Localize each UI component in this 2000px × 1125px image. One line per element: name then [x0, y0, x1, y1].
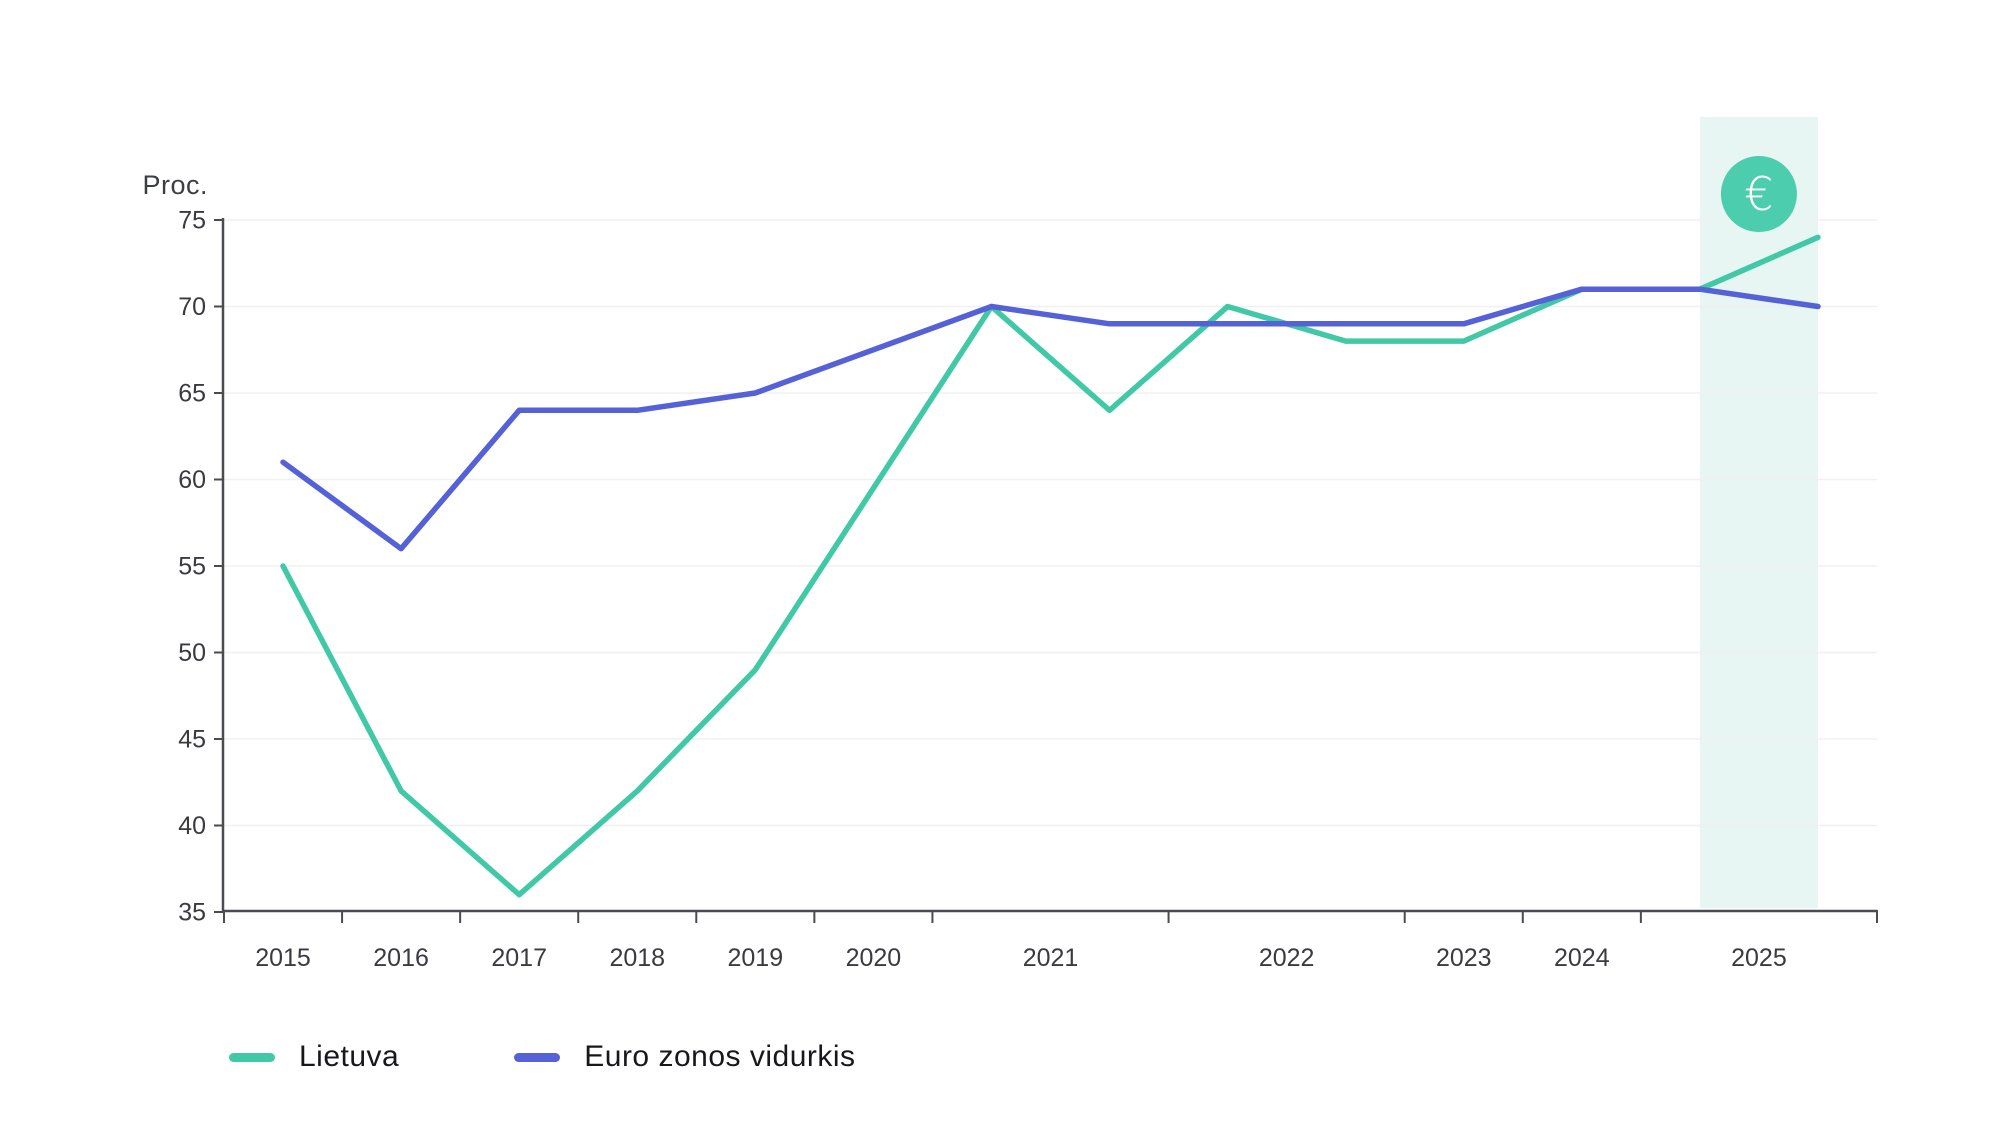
legend-swatch-euro-zone [514, 1052, 561, 1062]
x-tick-label-2019: 2019 [728, 944, 784, 972]
x-tick-label-2015: 2015 [255, 944, 311, 972]
y-tick-label-40: 40 [178, 812, 206, 840]
x-tick-label-2023: 2023 [1436, 944, 1492, 972]
y-tick-label-50: 50 [178, 639, 206, 667]
x-tick-label-2017: 2017 [491, 944, 547, 972]
y-tick-label-65: 65 [178, 380, 206, 408]
x-tick-label-2025: 2025 [1731, 944, 1787, 972]
y-tick-label-35: 35 [178, 899, 206, 927]
highlight-band-2025 [1699, 117, 1818, 908]
chart-line-euro-zonos-vidurkis [280, 286, 1821, 552]
legend-label-lietuva: Lietuva [299, 1040, 400, 1073]
euro-symbol: € [1744, 167, 1773, 221]
y-tick-label-75: 75 [178, 207, 206, 235]
y-tick-label-55: 55 [178, 553, 206, 581]
legend-swatch-lietuva [229, 1052, 275, 1062]
legend-label-euro-zone: Euro zonos vidurkis [584, 1040, 856, 1073]
y-tick-label-60: 60 [178, 466, 206, 494]
y-tick-label-70: 70 [178, 293, 206, 321]
x-tick-label-2020: 2020 [846, 944, 902, 972]
x-tick-label-2016: 2016 [373, 944, 429, 972]
y-tick-label-45: 45 [178, 726, 206, 754]
legend-item-euro-zone: Euro zonos vidurkis [514, 1040, 855, 1074]
x-tick-label-2021: 2021 [1023, 944, 1079, 972]
legend: Lietuva Euro zonos vidurkis [229, 1040, 856, 1074]
x-tick-label-2024: 2024 [1554, 944, 1610, 972]
x-tick-label-2018: 2018 [609, 944, 665, 972]
y-axis-title: Proc. [142, 170, 208, 200]
x-tick-label-2022: 2022 [1259, 944, 1315, 972]
euro-coin-icon [1720, 156, 1797, 232]
legend-item-lietuva: Lietuva [229, 1040, 399, 1074]
